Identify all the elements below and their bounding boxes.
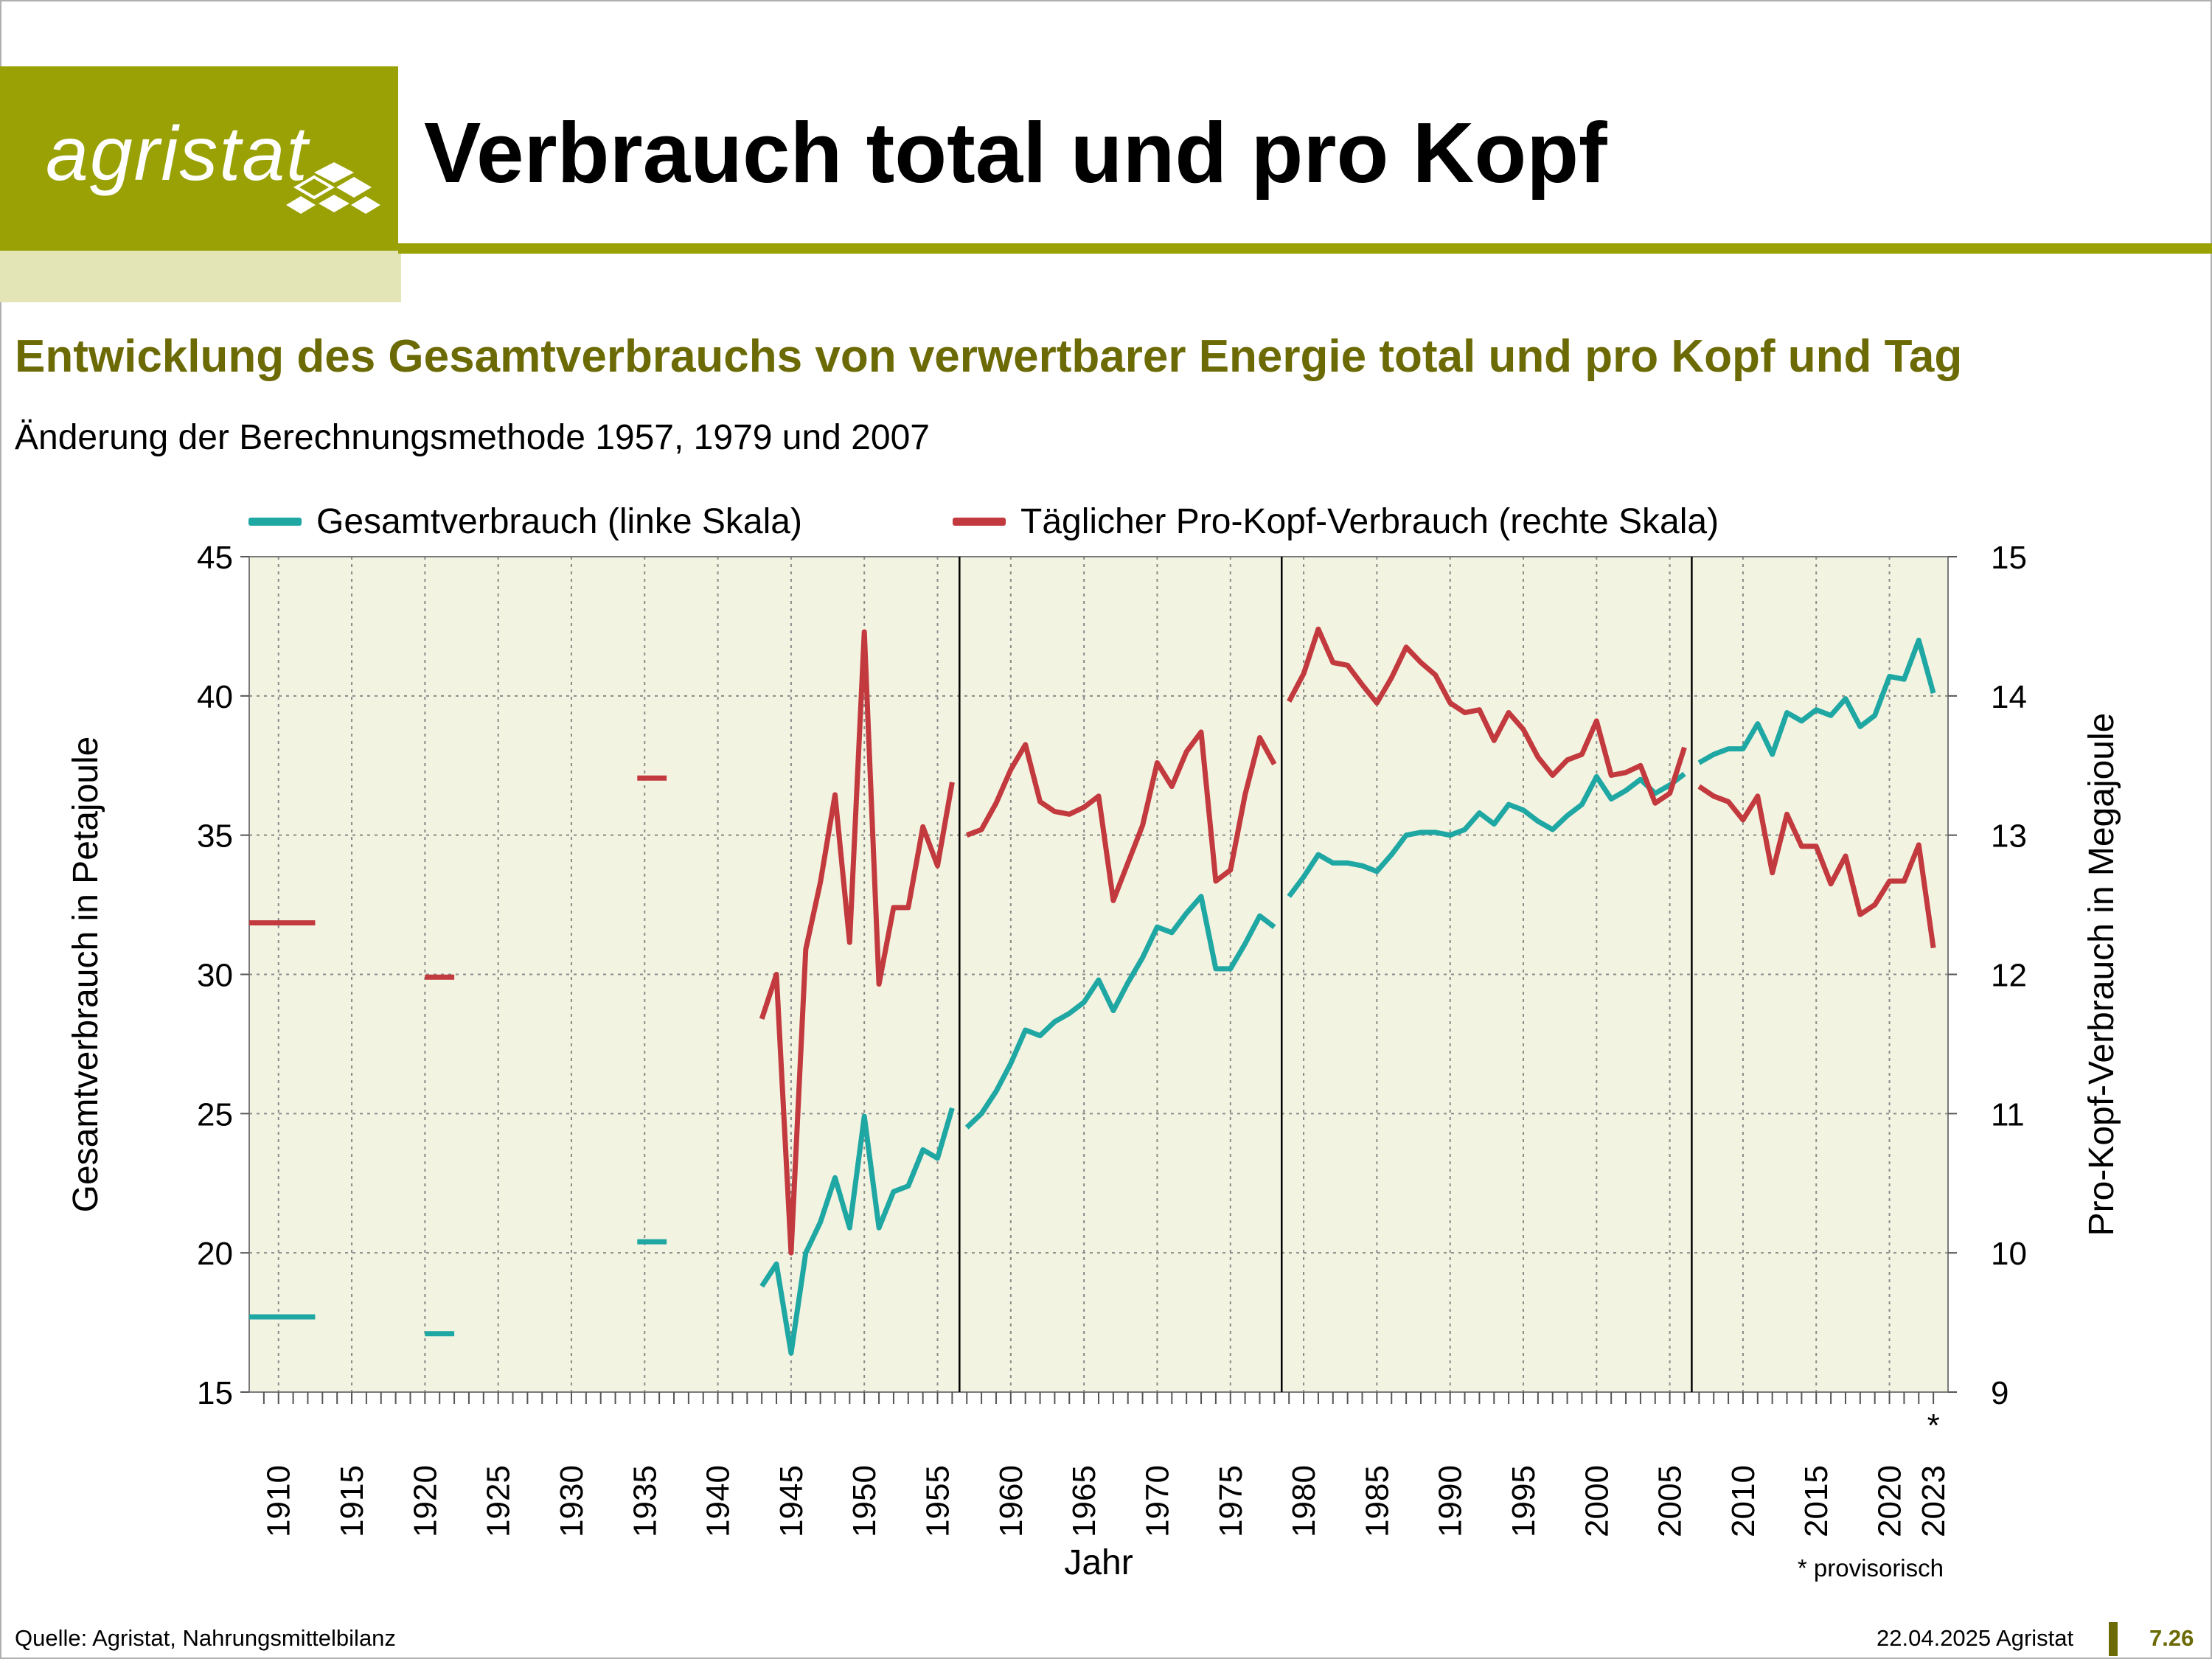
legend-swatch-teal [248, 518, 302, 526]
y-right-axis-title: Pro-Kopf-Verbrauch in Megajoule [2082, 713, 2121, 1237]
footer-divider [2109, 1622, 2118, 1656]
y-right-tick-label: 11 [1991, 1096, 2025, 1133]
logo-diamond-icon [286, 162, 380, 214]
legend-item-per-capita: Täglicher Pro-Kopf-Verbrauch (rechte Ska… [953, 501, 1719, 542]
x-tick-label: 1970 [1139, 1465, 1175, 1537]
legend-swatch-red [953, 518, 1006, 526]
total-consumption-line [964, 894, 1276, 1130]
y-right-tick-label: 13 [1991, 818, 2027, 855]
method-note: Änderung der Berechnungsmethode 1957, 19… [15, 418, 930, 457]
y-left-tick-label: 40 [197, 679, 233, 715]
per-capita-line [1697, 784, 1936, 949]
x-tick-label: 1960 [993, 1465, 1029, 1537]
x-tick-label: 1990 [1433, 1465, 1469, 1537]
y-left-tick-label: 25 [197, 1096, 233, 1133]
logo-underlay [0, 251, 401, 302]
page-title: Verbrauch total und pro Kopf [424, 105, 1607, 201]
chart-subtitle: Entwicklung des Gesamtverbrauchs von ver… [15, 331, 1963, 382]
per-capita-line [965, 729, 1277, 903]
y-left-tick-label: 35 [197, 818, 233, 855]
total-consumption-line [1287, 771, 1686, 898]
y-left-tick-label: 20 [197, 1236, 233, 1272]
x-tick-label: 1935 [627, 1465, 663, 1537]
per-capita-line [1287, 626, 1687, 806]
x-tick-label: 2020 [1872, 1465, 1908, 1537]
x-tick-label: 1980 [1286, 1465, 1322, 1537]
total-consumption-line [759, 1107, 955, 1356]
x-tick-label: 1930 [554, 1465, 590, 1537]
x-axis-title: Jahr [1064, 1543, 1133, 1582]
y-right-tick-label: 15 [1991, 540, 2027, 576]
provisional-marker: * [1927, 1408, 1940, 1444]
x-tick-label: 2023 [1916, 1465, 1952, 1537]
x-tick-label: 1995 [1506, 1465, 1542, 1537]
x-tick-label: 1955 [920, 1465, 956, 1537]
x-tick-label: 1965 [1066, 1465, 1102, 1537]
x-tick-label: 1925 [481, 1465, 517, 1537]
y-left-axis-title: Gesamtverbrauch in Petajoule [66, 737, 105, 1213]
legend-label-per-capita: Täglicher Pro-Kopf-Verbrauch (rechte Ska… [1020, 502, 1719, 541]
logo-block [0, 66, 398, 251]
x-tick-label: 1915 [334, 1465, 370, 1537]
y-right-tick-label: 9 [1991, 1375, 2008, 1411]
footer-date: 22.04.2025 Agristat [1877, 1625, 2074, 1651]
y-left-tick-label: 15 [197, 1375, 233, 1411]
per-capita-line [759, 629, 955, 1256]
y-right-tick-label: 14 [1991, 679, 2027, 715]
total-consumption-line [1697, 637, 1936, 765]
source-note: Quelle: Agristat, Nahrungsmittelbilanz [15, 1625, 396, 1651]
x-tick-label: 1945 [773, 1465, 810, 1537]
y-right-tick-label: 10 [1991, 1236, 2027, 1272]
legend-item-total: Gesamtverbrauch (linke Skala) [248, 501, 802, 542]
page-number: 7.26 [2149, 1625, 2194, 1651]
footnote: * provisorisch [1798, 1554, 1944, 1582]
x-tick-label: 2005 [1652, 1465, 1688, 1537]
x-tick-label: 1950 [846, 1465, 883, 1537]
header-rule [398, 243, 2212, 254]
y-right-tick-label: 12 [1991, 958, 2027, 994]
logo-wordmark: agristat [46, 111, 310, 197]
x-tick-label: 2000 [1579, 1465, 1615, 1537]
x-tick-label: 1910 [261, 1465, 297, 1537]
x-tick-label: 2015 [1798, 1465, 1834, 1537]
x-tick-label: 1940 [700, 1465, 737, 1537]
x-tick-label: 1920 [407, 1465, 443, 1537]
y-left-tick-label: 30 [197, 958, 233, 994]
x-tick-label: 1985 [1359, 1465, 1395, 1537]
x-tick-label: 1975 [1213, 1465, 1249, 1537]
legend-label-total: Gesamtverbrauch (linke Skala) [316, 502, 802, 541]
y-left-tick-label: 45 [197, 540, 233, 576]
x-tick-label: 2010 [1725, 1465, 1761, 1537]
